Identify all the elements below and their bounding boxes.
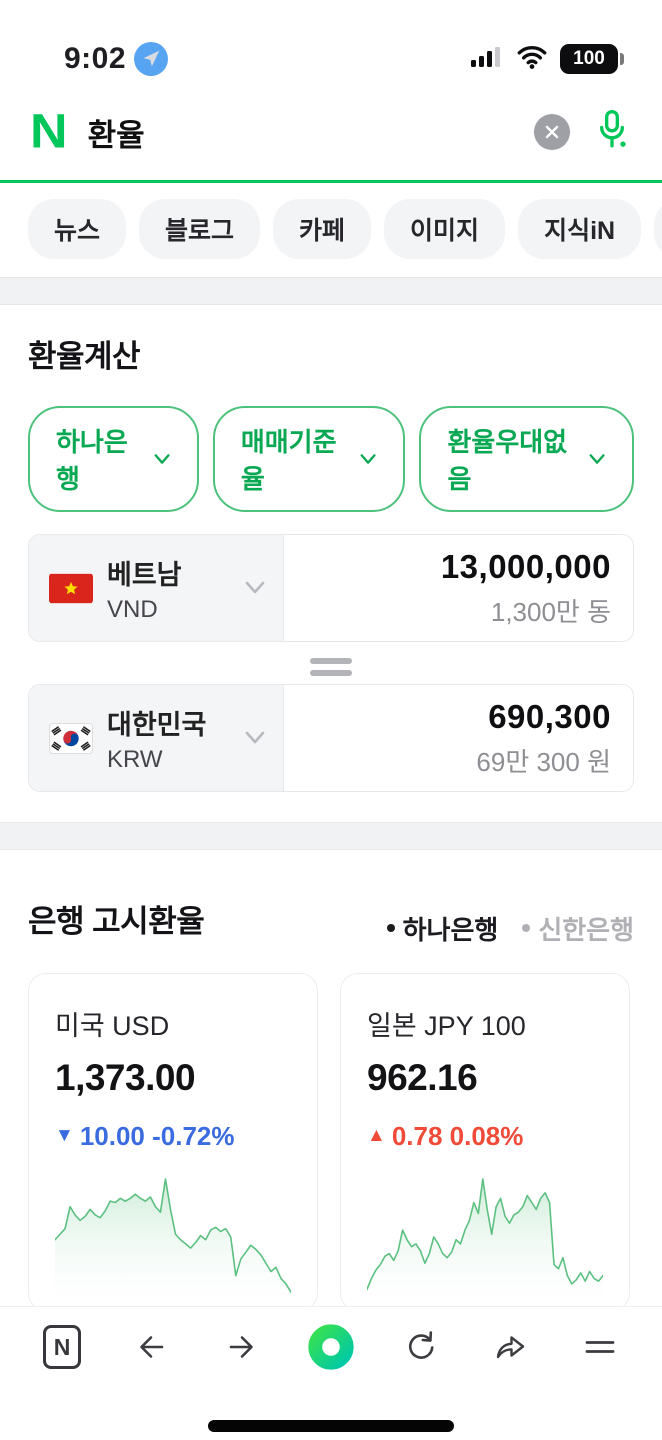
jpy-sparkline-chart — [367, 1168, 603, 1306]
battery-percent: 100 — [573, 48, 605, 69]
chevron-down-icon — [154, 454, 170, 464]
rate-type-dropdown[interactable]: 매매기준율 — [212, 406, 406, 512]
location-services-icon — [134, 42, 169, 76]
chevron-down-icon — [245, 581, 265, 594]
card-change: ▲ 0.78 0.08% — [367, 1121, 603, 1152]
search-bar[interactable]: N 환율 — [0, 84, 662, 180]
bank-toggle-hana[interactable]: 하나은행 — [386, 910, 499, 947]
battery-icon: 100 — [560, 44, 624, 74]
bank-select-label: 하나은행 — [56, 427, 128, 494]
section-divider — [0, 277, 662, 305]
back-button[interactable] — [128, 1323, 176, 1371]
currency-country: 베트남 — [107, 559, 182, 590]
menu-button[interactable] — [576, 1323, 624, 1371]
menu-icon — [585, 1341, 615, 1353]
arrow-right-icon — [230, 1336, 254, 1358]
currency-card-jpy[interactable]: 일본 JPY 100 962.16 ▲ 0.78 0.08% — [340, 972, 630, 1311]
forward-button[interactable] — [217, 1323, 265, 1371]
card-change-text: 0.78 0.08% — [391, 1120, 524, 1151]
bank-toggle-label: 하나은행 — [402, 914, 499, 945]
refresh-icon — [408, 1331, 434, 1359]
vietnam-flag — [49, 573, 93, 604]
naver-n-icon: N — [43, 1325, 81, 1369]
card-change: ▼ 10.00 -0.72% — [55, 1121, 291, 1152]
arrow-left-icon — [139, 1336, 163, 1358]
browser-toolbar: N — [0, 1306, 662, 1440]
discount-label: 환율우대없음 — [447, 427, 568, 494]
chevron-down-icon — [589, 454, 605, 464]
currency-card-usd[interactable]: 미국 USD 1,373.00 ▼ 10.00 -0.72% — [28, 972, 318, 1311]
chevron-down-icon — [360, 454, 376, 464]
naver-home-button[interactable]: N — [38, 1323, 86, 1371]
card-rate-value: 962.16 — [367, 1056, 478, 1098]
card-currency-name: 일본 JPY 100 — [367, 1010, 526, 1041]
section-divider — [0, 822, 662, 850]
usd-sparkline-chart — [55, 1168, 291, 1306]
card-change-text: 10.00 -0.72% — [79, 1120, 235, 1151]
south-korea-flag — [49, 722, 93, 754]
equals-separator — [28, 642, 634, 684]
amount-in-words: 69만 300 원 — [476, 746, 611, 777]
search-bar-underline — [0, 180, 662, 183]
tab-blog[interactable]: 블로그 — [139, 199, 261, 259]
amount-input-krw[interactable]: 690,300 69만 300 원 — [284, 685, 633, 791]
cellular-signal-icon — [470, 45, 504, 74]
share-arrow-icon — [497, 1336, 525, 1359]
clear-search-button[interactable] — [534, 114, 570, 150]
amount-in-words: 1,300만 동 — [490, 596, 611, 627]
card-rate-value: 1,373.00 — [55, 1056, 196, 1098]
currency-code: VND — [107, 595, 158, 623]
bank-rates-title: 은행 고시환율 — [28, 904, 205, 939]
currency-code: KRW — [107, 745, 163, 773]
exchange-calculator-section: 환율계산 하나은행 매매기준율 환율우대없음 — [0, 305, 662, 822]
currency-selector-vnd[interactable]: 베트남 VND — [29, 535, 284, 641]
share-button[interactable] — [486, 1323, 534, 1371]
tab-influencer[interactable]: 인플 — [654, 199, 662, 259]
converter-row-krw: 대한민국 KRW 690,300 69만 300 원 — [28, 684, 634, 792]
status-bar: 9:02 — [0, 0, 662, 84]
discount-dropdown[interactable]: 환율우대없음 — [419, 406, 634, 512]
rate-type-label: 매매기준율 — [240, 427, 337, 494]
home-indicator — [208, 1420, 454, 1432]
bank-toggle: 하나은행 신한은행 — [386, 910, 634, 947]
triangle-up-icon: ▲ — [367, 1125, 386, 1146]
triangle-down-icon: ▼ — [55, 1125, 74, 1146]
bank-toggle-label: 신한은행 — [538, 914, 634, 945]
greendot-icon — [308, 1324, 354, 1370]
converter-row-vnd: 베트남 VND 13,000,000 1,300만 동 — [28, 534, 634, 642]
tab-news[interactable]: 뉴스 — [28, 199, 127, 259]
amount-value: 13,000,000 — [440, 547, 611, 585]
wifi-icon — [516, 44, 548, 75]
home-greendot-button[interactable] — [307, 1323, 355, 1371]
naver-logo[interactable]: N — [30, 105, 68, 159]
bank-select-dropdown[interactable]: 하나은행 — [28, 406, 199, 512]
calculator-title: 환율계산 — [28, 339, 141, 374]
bullet-icon — [386, 924, 395, 932]
currency-country: 대한민국 — [107, 709, 207, 740]
tab-cafe[interactable]: 카페 — [273, 199, 372, 259]
search-tab-strip: 뉴스 블로그 카페 이미지 지식iN 인플 — [0, 183, 662, 277]
mic-icon[interactable] — [592, 108, 632, 157]
tab-image[interactable]: 이미지 — [384, 199, 506, 259]
amount-value: 690,300 — [488, 697, 611, 735]
clock: 9:02 — [64, 42, 127, 75]
amount-input-vnd[interactable]: 13,000,000 1,300만 동 — [284, 535, 633, 641]
search-input[interactable]: 환율 — [87, 117, 145, 153]
refresh-button[interactable] — [397, 1323, 445, 1371]
bank-toggle-shinhan[interactable]: 신한은행 — [522, 910, 634, 947]
equals-icon — [310, 652, 352, 682]
bullet-icon — [522, 924, 531, 932]
card-currency-name: 미국 USD — [55, 1010, 170, 1041]
chevron-down-icon — [245, 731, 265, 744]
currency-selector-krw[interactable]: 대한민국 KRW — [29, 685, 284, 791]
calculator-filters: 하나은행 매매기준율 환율우대없음 — [28, 406, 634, 512]
tab-kin[interactable]: 지식iN — [518, 199, 642, 259]
